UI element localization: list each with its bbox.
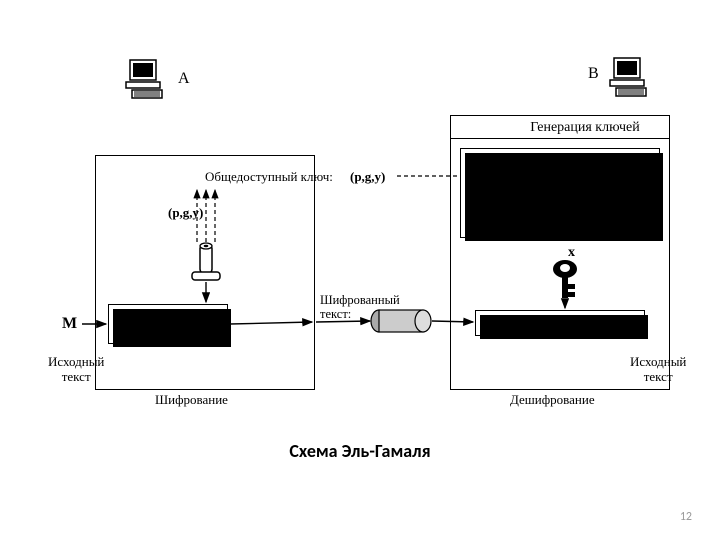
connectors <box>0 0 720 540</box>
keygen-text: 1.выберите p (очень боль- шое простое) 2… <box>467 153 617 232</box>
enc-formula-text: a=g^k modp b=y^k*M modp <box>115 309 201 340</box>
enc-formula-box: a=g^k modp b=y^k*M modp <box>108 304 228 344</box>
keygen-box: 1.выберите p (очень боль- шое простое) 2… <box>460 148 660 238</box>
dec-formula-box: M= b*(a^x)^(-1)modp <box>475 310 645 336</box>
dec-formula-text: M= b*(a^x)^(-1)modp <box>482 315 602 329</box>
